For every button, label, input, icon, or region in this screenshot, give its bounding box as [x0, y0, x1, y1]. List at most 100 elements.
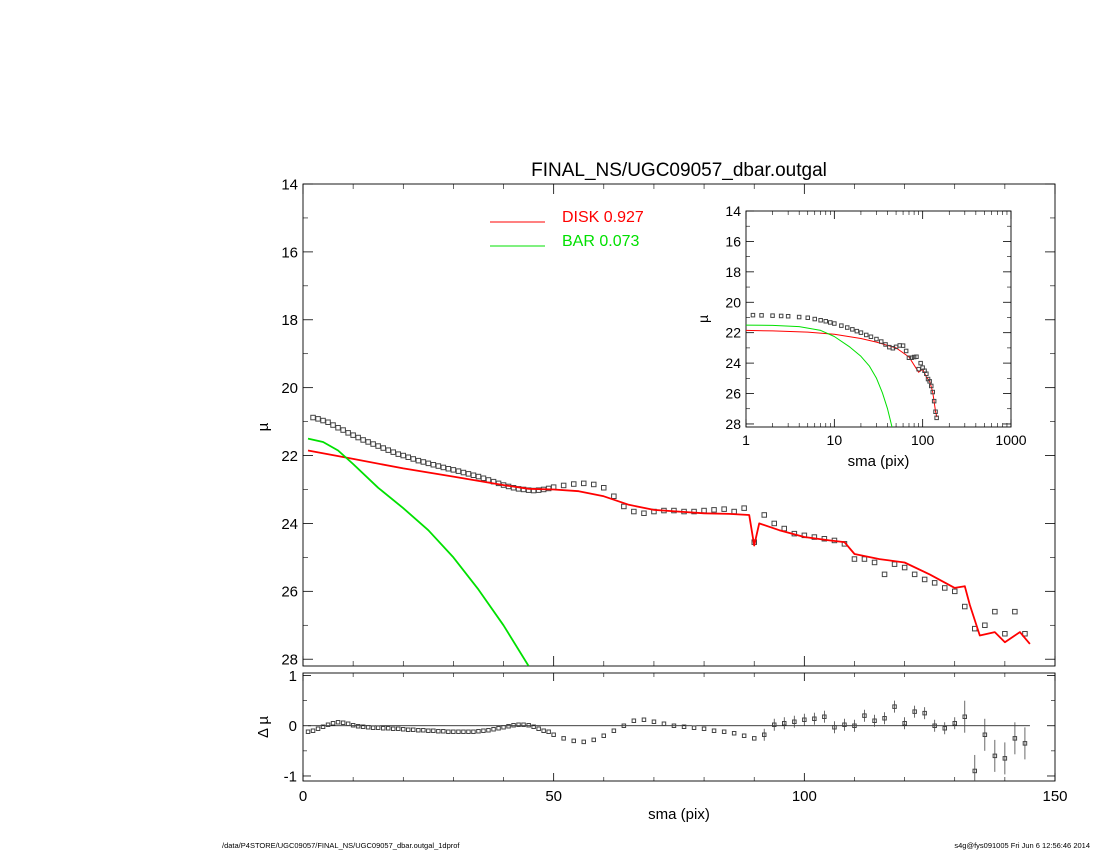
residual-point: [992, 753, 998, 759]
inset-data-point: [903, 348, 909, 354]
data-point: [861, 556, 868, 562]
residual-point: [386, 726, 391, 731]
data-point: [310, 414, 316, 421]
inset-data-point: [839, 323, 844, 328]
data-point: [591, 481, 597, 488]
inset-data-point: [911, 354, 917, 360]
inset-series-line-bar: [746, 324, 893, 427]
residual-y-axis-label: Δ µ: [255, 716, 272, 738]
residual-point: [391, 726, 396, 731]
data-point: [465, 471, 472, 477]
inset-data-point: [750, 312, 756, 318]
x-tick-label: 10: [827, 432, 843, 448]
inset-data-point: [929, 383, 934, 389]
data-point: [315, 416, 321, 422]
residual-point: [431, 728, 436, 733]
inset-data-point: [759, 313, 764, 318]
residual-point: [681, 724, 687, 729]
residual-point: [832, 725, 837, 730]
residual-point: [501, 725, 506, 730]
residual-point: [345, 721, 351, 726]
inset-data-point: [850, 327, 855, 332]
data-point: [761, 512, 767, 518]
residual-point: [335, 720, 341, 725]
residual-point: [330, 721, 336, 726]
data-point: [320, 417, 326, 424]
data-point: [395, 451, 401, 457]
data-point: [430, 462, 437, 468]
inset-data-point: [924, 371, 929, 376]
x-tick-label: 0: [299, 788, 307, 805]
residual-point: [320, 724, 326, 729]
residual-point: [852, 723, 857, 728]
inset-data-point: [900, 343, 906, 348]
residual-point: [305, 729, 311, 734]
residual-point: [932, 723, 937, 728]
residual-point: [701, 726, 707, 731]
residual-point: [1022, 741, 1028, 746]
y-tick-label: -1: [284, 768, 297, 785]
residual-point: [531, 724, 536, 729]
data-point: [851, 556, 858, 562]
inset-data-point: [770, 313, 775, 318]
legend-label: DISK 0.927: [562, 209, 644, 226]
residual-point: [581, 739, 586, 745]
footer-right: s4g@fys091005 Fri Jun 6 12:56:46 2014: [954, 841, 1090, 850]
residual-point: [922, 710, 927, 716]
residual-point: [942, 726, 947, 731]
inset-plot-frame: [745, 210, 1012, 428]
data-point: [711, 507, 717, 513]
inset-background: [746, 211, 1011, 427]
residual-point: [496, 726, 501, 731]
data-point: [340, 427, 346, 433]
data-point: [691, 508, 697, 515]
data-point: [380, 445, 386, 451]
residual-point: [812, 716, 817, 721]
data-point: [460, 469, 467, 476]
residual-point: [571, 738, 576, 744]
inset-data-point: [823, 319, 828, 324]
residual-point: [421, 728, 426, 733]
y-tick-label: 16: [281, 244, 298, 261]
residual-point: [456, 729, 461, 734]
y-tick-label: 14: [281, 176, 298, 193]
residual-point: [441, 729, 446, 734]
data-point: [435, 463, 442, 469]
data-point: [881, 571, 888, 578]
data-point: [325, 419, 331, 425]
residual-point: [952, 721, 957, 726]
inset-data-point: [930, 389, 935, 395]
residual-point: [466, 729, 471, 734]
inset-data-point: [828, 320, 833, 325]
residual-point: [406, 727, 411, 732]
residual-point: [340, 720, 346, 725]
y-tick-label: 20: [281, 380, 298, 397]
residual-point: [521, 722, 526, 727]
data-point: [1002, 631, 1008, 637]
data-point: [721, 506, 727, 512]
y-tick-label: 28: [281, 652, 298, 669]
data-point: [781, 525, 787, 532]
series-line-disk: [307, 449, 1031, 645]
data-point: [871, 559, 878, 566]
data-point: [701, 507, 707, 514]
inset-data-point: [796, 314, 802, 320]
residual-point: [862, 713, 867, 718]
residual-point: [506, 724, 511, 729]
y-tick-label: 22: [725, 325, 741, 341]
data-point: [425, 460, 432, 467]
x-tick-label: 100: [792, 788, 817, 805]
residual-point: [641, 717, 647, 722]
residual-point: [611, 728, 617, 733]
y-tick-label: 18: [281, 312, 298, 329]
inset-data-point: [909, 355, 914, 360]
inset-data-point: [918, 360, 923, 366]
residual-point: [1012, 736, 1018, 741]
data-point: [415, 457, 422, 464]
data-point: [375, 443, 381, 449]
inset-data-point: [933, 409, 938, 414]
x-tick-label: 150: [1042, 788, 1067, 805]
data-point: [942, 585, 948, 591]
data-point: [731, 508, 737, 515]
footer-left: /data/P4STORE/UGC09057/FINAL_NS/UGC09057…: [222, 841, 460, 850]
